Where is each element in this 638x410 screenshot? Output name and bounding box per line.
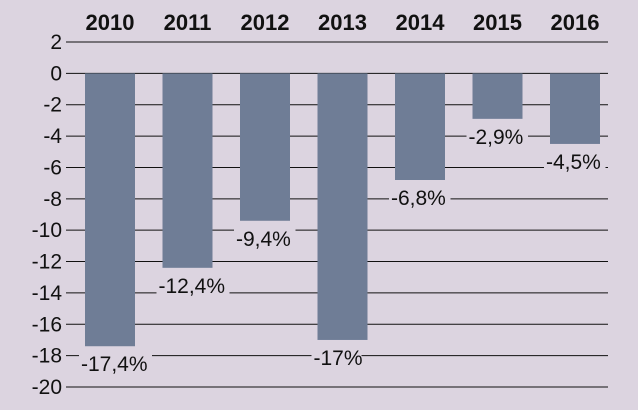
data-label-2010: -17,4% bbox=[81, 353, 148, 376]
year-label-2010: 2010 bbox=[86, 10, 135, 35]
data-label-bg-2014 bbox=[389, 186, 451, 210]
y-tick-label: -8 bbox=[43, 188, 62, 211]
bar-2011 bbox=[162, 73, 213, 268]
bar-2013 bbox=[317, 73, 368, 340]
bars bbox=[85, 73, 600, 347]
y-tick-label: -16 bbox=[32, 313, 62, 336]
data-label-bg-2015 bbox=[466, 124, 528, 149]
data-label-2014: -6,8% bbox=[391, 187, 446, 210]
year-label-2014: 2014 bbox=[396, 10, 446, 35]
bar-2010 bbox=[85, 73, 135, 347]
y-tick-label: -6 bbox=[43, 156, 62, 179]
y-tick-label: -14 bbox=[32, 282, 63, 305]
year-label-2015: 2015 bbox=[473, 10, 522, 35]
data-label-bg-2012 bbox=[234, 226, 296, 251]
y-tick-label: -10 bbox=[32, 219, 62, 242]
data-label-2012: -9,4% bbox=[236, 228, 291, 251]
data-label-2013: -17% bbox=[314, 347, 363, 370]
y-tick-label: -20 bbox=[32, 376, 62, 399]
bar-2015 bbox=[472, 73, 523, 119]
year-label-2012: 2012 bbox=[241, 10, 290, 35]
year-label-2016: 2016 bbox=[551, 10, 600, 35]
bar-2012 bbox=[240, 73, 290, 221]
data-label-2016: -4,5% bbox=[546, 151, 601, 174]
y-tick-label: -4 bbox=[43, 125, 62, 148]
year-label-2011: 2011 bbox=[164, 10, 212, 35]
year-label-2013: 2013 bbox=[318, 10, 367, 35]
y-tick-label: -2 bbox=[43, 94, 62, 117]
bar-2014 bbox=[395, 73, 445, 180]
data-label-2011: -12,4% bbox=[159, 275, 226, 298]
bar-2016 bbox=[550, 73, 600, 144]
labels: 2 0 -2 -4 -6 -8 -10 -12 -14 -16 -18 -20 2010 -17,4% 20… bbox=[32, 10, 606, 399]
y-tick-label: 0 bbox=[50, 62, 62, 85]
y-tick-label: -12 bbox=[32, 251, 62, 274]
data-label-2015: -2,9% bbox=[469, 126, 524, 149]
y-tick-label: 2 bbox=[50, 31, 62, 54]
data-label-bg-2016 bbox=[544, 149, 606, 174]
data-label-bg-2010 bbox=[79, 352, 152, 377]
data-label-bg-2013 bbox=[311, 345, 362, 370]
data-label-bg-2011 bbox=[156, 273, 230, 298]
y-tick-label: -18 bbox=[32, 345, 62, 368]
